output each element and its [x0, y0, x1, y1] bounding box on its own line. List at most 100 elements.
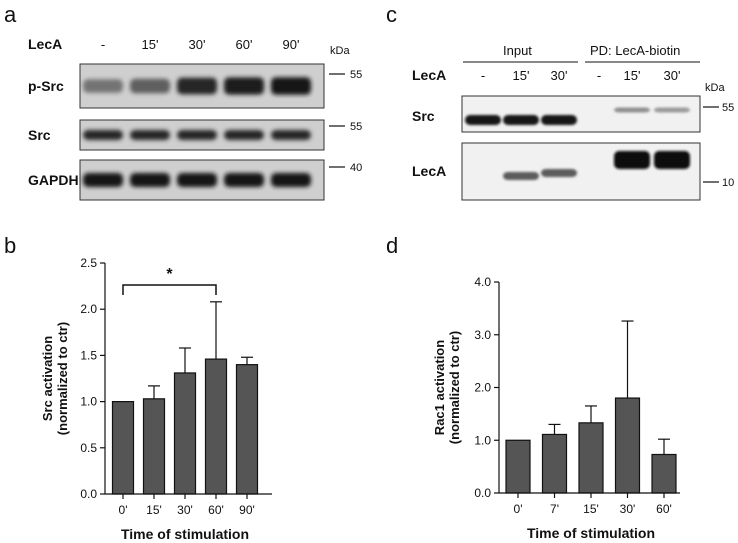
chart-b: 0.0 0.5 1.0 1.5 2.0 2.5 Src activation (normali…: [40, 256, 272, 542]
y-tick-label: 0.0: [80, 487, 97, 501]
panel-c-band: [503, 172, 539, 180]
panel-a-kda-label: kDa: [330, 45, 350, 57]
panel-a-band: [177, 130, 217, 140]
panel-a-western-blot: a LecA - 15' 30' 60' 90' kDa p-Src 55 Src 55 GAP…: [4, 2, 362, 201]
panel-a-blot-label: Src: [28, 127, 51, 143]
panel-c-blot-label: LecA: [412, 163, 446, 179]
bar: [541, 433, 568, 494]
panel-a-blot-label: GAPDH: [28, 172, 79, 188]
y-tick-label: 1.0: [80, 395, 97, 409]
panel-c-band: [654, 107, 690, 113]
panel-a-marker-label: 55: [350, 121, 362, 133]
panel-c-blots: Src 55 LecA 10: [412, 95, 734, 201]
panel-c-lane-label: 15': [513, 68, 530, 83]
panel-c-kda-label: kDa: [705, 82, 725, 94]
panel-c-band: [541, 115, 577, 125]
significance-bracket: [122, 284, 217, 295]
y-tick-label: 2.5: [80, 256, 97, 270]
panel-a-band: [224, 173, 264, 187]
panel-a-band: [83, 173, 123, 187]
panel-d-bar-chart: d 0.0 1.0 2.0 3.0 4.0 Rac1 activation (normali…: [386, 233, 680, 541]
panel-c-lane-label: -: [481, 68, 485, 83]
y-tick-label: 0.0: [474, 486, 491, 500]
panel-c-letter: c: [386, 2, 397, 27]
y-tick-label: 3.0: [474, 328, 491, 342]
panel-a-lane-label: -: [101, 37, 105, 52]
panel-a-blots: p-Src 55 Src 55 GAPDH 40: [28, 63, 362, 201]
y-tick-label: 2.0: [80, 302, 97, 316]
x-axis-label: Time of stimulation: [527, 525, 655, 541]
x-tick-label: 0': [514, 502, 523, 516]
y-tick-label: 0.5: [80, 441, 97, 455]
panel-a-band: [224, 130, 264, 140]
x-tick-label: 15': [146, 503, 162, 517]
panel-a-band: [271, 77, 311, 95]
chart-d: 0.0 1.0 2.0 3.0 4.0 Rac1 activation (normalize…: [432, 275, 680, 541]
panel-a-band: [130, 78, 170, 94]
y-axis-label-line1: Src activation: [40, 336, 55, 421]
panel-c-band: [614, 151, 650, 169]
panel-a-band: [83, 79, 123, 93]
x-tick-label: 15': [583, 502, 599, 516]
panel-c-blot-strip: [461, 95, 701, 133]
bar: [235, 364, 259, 495]
bar: [111, 401, 135, 495]
panel-b-letter: b: [4, 233, 16, 258]
x-tick-label: 90': [239, 503, 255, 517]
panel-c-lane-labels: - 15' 30' - 15' 30': [481, 68, 681, 83]
x-tick-label: 30': [620, 502, 636, 516]
panel-c-marker-label: 55: [722, 102, 734, 114]
panel-a-letter: a: [4, 2, 17, 27]
y-axis-label-line2: (normalized to ctr): [55, 322, 70, 435]
y-axis-label-line1: Rac1 activation: [432, 340, 447, 435]
bar: [505, 439, 531, 494]
panel-a-band: [83, 130, 123, 140]
panel-a-marker-label: 55: [350, 69, 362, 81]
panel-c-lane-label: 15': [624, 68, 641, 83]
panel-c-marker-label: 10: [722, 177, 734, 189]
y-axis-label-line2: (normalized to ctr): [447, 331, 462, 444]
x-tick-label: 30': [177, 503, 193, 517]
y-tick-label: 2.0: [474, 381, 491, 395]
panel-c-lane-label: 30': [551, 68, 568, 83]
y-tick-label: 1.5: [80, 348, 97, 362]
panel-a-band: [177, 173, 217, 187]
panel-a-lane-label: 30': [189, 37, 206, 52]
y-tick-label: 4.0: [474, 275, 491, 289]
significance-star: *: [166, 266, 173, 283]
panel-c-lane-label: 30': [664, 68, 681, 83]
bar: [651, 453, 677, 494]
panel-a-band: [271, 173, 311, 187]
x-tick-label: 60': [656, 502, 672, 516]
panel-c-band: [614, 107, 650, 113]
panel-a-leca-label: LecA: [28, 36, 62, 52]
bar: [204, 358, 228, 495]
x-tick-label: 7': [550, 502, 559, 516]
y-tick-label: 1.0: [474, 433, 491, 447]
x-tick-label: 0': [119, 503, 128, 517]
panel-c-leca-label: LecA: [412, 67, 446, 83]
panel-a-lane-label: 60': [236, 37, 253, 52]
bar: [578, 422, 604, 494]
panel-c-input-group-label: Input: [503, 43, 532, 58]
panel-a-lane-label: 15': [142, 37, 159, 52]
panel-c-band: [654, 151, 690, 169]
panel-c-blot-label: Src: [412, 108, 435, 124]
x-axis-label: Time of stimulation: [121, 526, 249, 542]
panel-b-bar-chart: b 0.0 0.5 1.0 1.5 2.0 2.5 Src activation (norma…: [4, 233, 272, 542]
bar: [173, 372, 197, 495]
panel-a-lane-label: 90': [283, 37, 300, 52]
panel-c-lane-label: -: [597, 68, 601, 83]
panel-a-band: [271, 130, 311, 140]
panel-d-letter: d: [386, 233, 398, 258]
panel-a-lane-labels: - 15' 30' 60' 90': [101, 37, 300, 52]
bar: [614, 397, 641, 494]
panel-a-band: [130, 130, 170, 140]
panel-a-marker-label: 40: [350, 162, 362, 174]
panel-a-band: [130, 173, 170, 187]
panel-c-western-blot: c Input PD: LecA-biotin LecA - 15' 30' - 15'…: [386, 2, 734, 201]
panel-a-blot-label: p-Src: [28, 78, 64, 94]
x-tick-label: 60': [208, 503, 224, 517]
panel-a-band: [224, 77, 264, 95]
panel-c-band: [465, 115, 501, 125]
